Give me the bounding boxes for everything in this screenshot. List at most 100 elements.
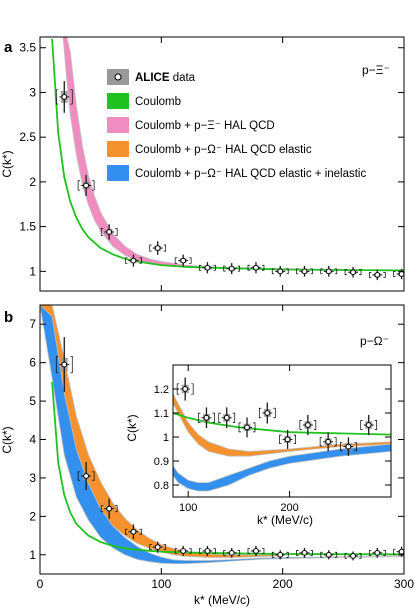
data-point-bracket-right — [237, 550, 241, 556]
data-point-bracket-right — [334, 551, 338, 558]
data-point-bracket-left — [55, 89, 59, 105]
data-point-bracket-right — [139, 528, 142, 535]
data-point-marker — [277, 268, 284, 275]
data-point — [320, 265, 338, 277]
panel-b-xtick-label: 300 — [394, 577, 414, 591]
data-point-bracket-left — [271, 551, 275, 558]
data-point-bracket-right — [313, 420, 317, 430]
panel-b-ylabel: C(k*) — [0, 426, 14, 453]
data-point-marker — [154, 245, 161, 251]
data-point-bracket-left — [125, 257, 128, 264]
data-point — [344, 266, 362, 278]
data-point-marker — [253, 548, 259, 554]
data-point-bracket-left — [174, 548, 178, 554]
data-point-bracket-right — [408, 272, 410, 277]
data-point-bracket-left — [299, 420, 302, 430]
inset-xlabel: k* (MeV/c) — [257, 513, 313, 527]
data-point — [319, 432, 337, 452]
data-point-marker — [130, 257, 137, 264]
data-point-marker — [180, 257, 187, 264]
data-point-marker — [277, 551, 284, 558]
data-point-bracket-right — [212, 412, 215, 423]
data-point-bracket-right — [334, 437, 337, 447]
data-point — [223, 548, 241, 558]
data-point-bracket-left — [368, 550, 372, 556]
data-point-marker — [365, 422, 372, 428]
panel-b-xtick-label: 200 — [273, 577, 293, 591]
inset-xtick-label: 200 — [280, 502, 298, 514]
legend-xi-swatch — [107, 117, 129, 133]
data-point-marker — [203, 414, 210, 421]
legend: ALICE data Coulomb Coulomb + p−Ξ⁻ HAL QC… — [107, 69, 366, 181]
data-point-bracket-left — [247, 264, 250, 271]
data-point — [296, 265, 313, 277]
inset-ytick-label: 1 — [163, 432, 169, 444]
data-point-bracket-left — [100, 505, 104, 513]
data-point-bracket-left — [223, 265, 226, 272]
data-point — [125, 254, 142, 267]
data-point-marker — [244, 424, 250, 431]
data-point — [296, 548, 313, 558]
panel-b-letter: b — [4, 309, 13, 326]
legend-item-coulomb: Coulomb — [107, 93, 181, 109]
data-point-marker — [345, 443, 352, 450]
data-point-marker — [374, 549, 381, 556]
data-point-bracket-right — [293, 434, 296, 445]
data-point — [340, 437, 357, 456]
data-point-bracket-right — [286, 268, 289, 275]
data-point-bracket-left — [247, 548, 250, 554]
data-point-bracket-left — [393, 271, 396, 277]
data-point-marker — [204, 548, 211, 554]
data-point — [279, 429, 296, 449]
inset-frame — [172, 364, 392, 498]
panel-b-system-label: p−Ω⁻ — [360, 334, 389, 348]
panel-a-ytick-label: 2.5 — [19, 130, 36, 144]
data-point-bracket-left — [199, 548, 202, 554]
data-point-bracket-right — [261, 264, 265, 271]
data-point — [271, 265, 289, 277]
panel-a-ytick-label: 3 — [29, 85, 36, 99]
data-point-bracket-right — [286, 551, 289, 558]
omega-inelastic-band — [40, 305, 404, 564]
legend-data-marker — [114, 73, 122, 81]
panel-a-ylabel: C(k*) — [0, 150, 14, 177]
data-point — [198, 407, 215, 429]
data-point-bracket-right — [237, 265, 241, 272]
data-point-bracket-right — [189, 257, 192, 264]
data-point — [176, 377, 194, 401]
data-point — [174, 545, 192, 557]
data-point-bracket-right — [408, 549, 410, 554]
panel-b-ytick-label: 5 — [29, 394, 36, 408]
inset-ylabel: C(k*) — [125, 414, 139, 441]
data-point-bracket-right — [92, 180, 95, 191]
data-point-bracket-left — [320, 551, 323, 558]
data-point-bracket-right — [273, 407, 276, 419]
data-point-bracket-right — [163, 244, 167, 252]
data-point — [77, 174, 95, 196]
data-point-bracket-left — [125, 528, 128, 535]
data-point-bracket-left — [360, 420, 363, 430]
data-point — [100, 224, 118, 240]
data-point-bracket-right — [191, 383, 194, 395]
coulomb-curve — [51, 381, 404, 556]
data-point-bracket-right — [383, 272, 386, 278]
data-point — [368, 269, 386, 281]
panel-a-ytick-label: 1 — [29, 264, 36, 278]
data-point-marker — [350, 269, 356, 276]
data-point-bracket-right — [92, 471, 95, 481]
legend-item-omega-inelastic: Coulomb + p−Ω⁻ HAL QCD elastic + inelast… — [107, 165, 366, 181]
data-point-marker — [301, 549, 308, 556]
data-point — [344, 551, 362, 561]
legend-item-omega-elastic: Coulomb + p−Ω⁻ HAL QCD elastic — [107, 141, 312, 157]
data-point — [271, 550, 289, 560]
legend-item-data: ALICE data — [107, 69, 196, 85]
data-point — [55, 81, 73, 113]
legend-coulomb-swatch — [107, 93, 129, 109]
data-point-bracket-left — [340, 442, 343, 452]
data-point-marker — [130, 528, 137, 535]
inset-panel: 0.8 0.9 1 1.1 1.2 100 200 C(k*) k* (MeV/c) — [125, 364, 392, 527]
data-point-bracket-left — [238, 422, 242, 433]
data-point-bracket-left — [344, 553, 348, 559]
panel-a-ytick-label: 3.5 — [19, 41, 36, 55]
